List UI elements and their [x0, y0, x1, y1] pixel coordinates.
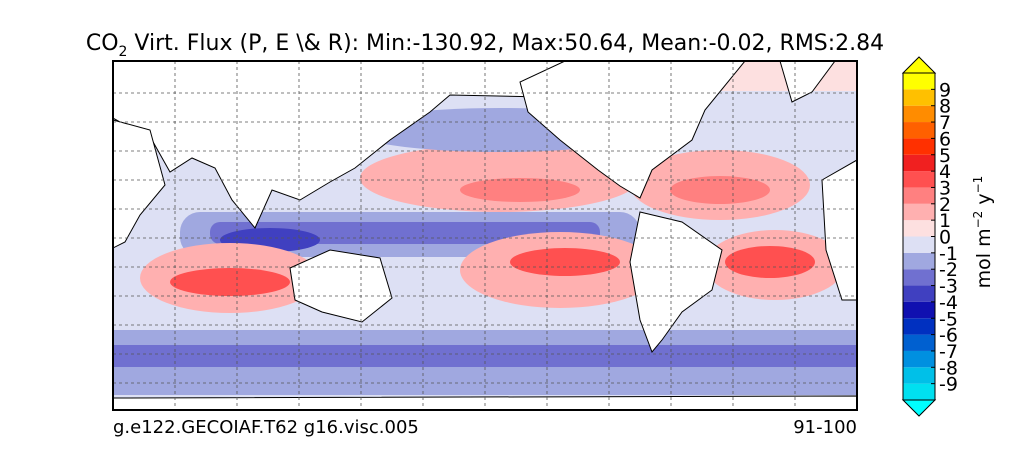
colorbar-tick-label: -6 [939, 325, 958, 347]
label-part: y [973, 193, 995, 210]
colorbar-tick-label: 9 [939, 79, 951, 101]
colorbar-tick-label: -9 [939, 374, 958, 396]
colorbar-segment [903, 285, 935, 302]
colorbar-segment [903, 187, 935, 204]
colorbar-tick-label: 2 [939, 194, 951, 216]
colorbar-tick-label: -8 [939, 357, 958, 379]
colorbar-segment [903, 367, 935, 384]
colorbar-segment [903, 122, 935, 139]
colorbar-tick-label: 5 [939, 145, 951, 167]
colorbar-extend-high [901, 56, 937, 74]
colorbar-tick-label: 8 [939, 96, 951, 118]
colorbar-segment [903, 318, 935, 335]
colorbar-tick-label: -1 [939, 243, 958, 265]
footer-right: 91-100 [793, 417, 857, 438]
label-part: mol m [973, 228, 995, 288]
colorbar-label: mol m−2 y−1 [971, 176, 995, 289]
colorbar-segment [903, 89, 935, 106]
colorbar-segment [903, 73, 935, 90]
colorbar-tick-label: 6 [939, 128, 951, 150]
colorbar-segment [903, 269, 935, 286]
colorbar-segment [903, 105, 935, 123]
colorbar-tick-label: 7 [939, 112, 951, 134]
map-frame [112, 60, 858, 411]
title-sub: 2 [119, 44, 128, 60]
colorbar-tick-label: -3 [939, 276, 958, 298]
label-sup: −2 [971, 211, 985, 229]
colorbar-segment [903, 350, 935, 368]
colorbar-segment [903, 220, 935, 237]
label-sup: −1 [971, 176, 985, 194]
colorbar-tick-label: -2 [939, 259, 958, 281]
footer-left: g.e122.GECOIAF.T62 g16.visc.005 [113, 417, 419, 438]
colorbar-tick-label: 4 [939, 161, 951, 183]
colorbar-segment [903, 203, 935, 221]
colorbar-tick-label: 1 [939, 210, 951, 232]
colorbar-segment [903, 383, 935, 400]
colorbar-segment [903, 252, 935, 270]
colorbar-segment [903, 138, 935, 155]
colorbar-tick-label: 0 [939, 227, 951, 249]
colorbar-segment [903, 236, 935, 253]
colorbar-tick-label: -5 [939, 308, 958, 330]
map [113, 61, 857, 410]
title-main: CO [86, 31, 119, 56]
colorbar-segment [903, 334, 935, 351]
colorbar-tick-label: -4 [939, 292, 958, 314]
title-rest: Virt. Flux (P, E \& R): Min:-130.92, Max… [127, 31, 884, 56]
colorbar-tick-label: -7 [939, 341, 958, 363]
title: CO2 Virt. Flux (P, E \& R): Min:-130.92,… [86, 31, 884, 60]
colorbar-segment [903, 154, 935, 172]
colorbar-segment [903, 301, 935, 319]
colorbar-segment [903, 171, 935, 188]
colorbar-tick-label: 3 [939, 177, 951, 199]
colorbar-extend-low [901, 399, 937, 417]
